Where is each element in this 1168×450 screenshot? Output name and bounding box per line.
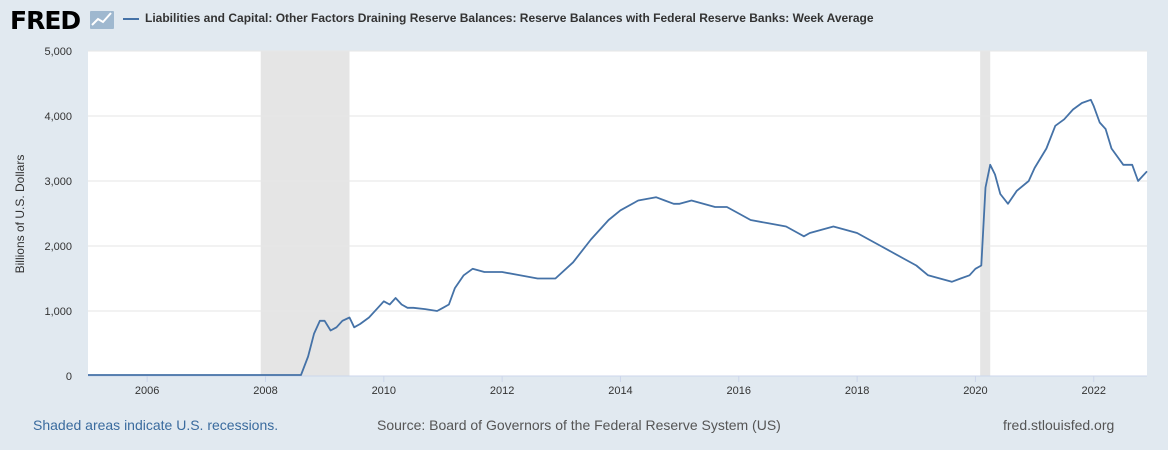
x-tick-label-2014: 2014	[608, 385, 632, 397]
x-tick-label-2020: 2020	[963, 385, 987, 397]
x-axis-ticks: 2006 2008 2010 2012 2014 2016 2018 2020 2022	[88, 375, 1147, 397]
x-tick-label-2018: 2018	[845, 385, 869, 397]
x-tick-label-2012: 2012	[490, 385, 514, 397]
series-line	[88, 98, 1148, 376]
y-tick-label-3000: 3,000	[44, 176, 72, 188]
legend-series-label: Liabilities and Capital: Other Factors D…	[145, 11, 874, 25]
x-tick-label-2008: 2008	[253, 385, 277, 397]
site-link[interactable]: fred.stlouisfed.org	[1003, 417, 1115, 433]
x-tick-label-2006: 2006	[135, 385, 159, 397]
legend-line-swatch	[123, 18, 139, 20]
y-axis-ticks: 0 1,000 2,000 3,000 4,000 5,000	[44, 46, 72, 383]
y-tick-label-5000: 5,000	[44, 46, 72, 58]
y-tick-label-1000: 1,000	[44, 306, 72, 318]
recession-band-0	[260, 51, 350, 376]
x-tick-label-2010: 2010	[372, 385, 396, 397]
chart-header: FRED Liabilities and Capital: Other Fact…	[0, 0, 1168, 40]
chart-line-icon	[90, 11, 114, 29]
fred-logo[interactable]: FRED	[10, 6, 81, 35]
recession-shading	[260, 51, 991, 376]
recession-band-1	[980, 51, 991, 376]
y-axis-label: Billions of U.S. Dollars	[13, 155, 27, 274]
source-text: Source: Board of Governors of the Federa…	[377, 417, 781, 433]
x-tick-label-2022: 2022	[1082, 385, 1106, 397]
y-tick-label-4000: 4,000	[44, 111, 72, 123]
x-tick-label-2016: 2016	[727, 385, 751, 397]
y-tick-label-2000: 2,000	[44, 241, 72, 253]
y-tick-label-0: 0	[66, 371, 72, 383]
recession-note-link[interactable]: Shaded areas indicate U.S. recessions.	[33, 417, 279, 433]
